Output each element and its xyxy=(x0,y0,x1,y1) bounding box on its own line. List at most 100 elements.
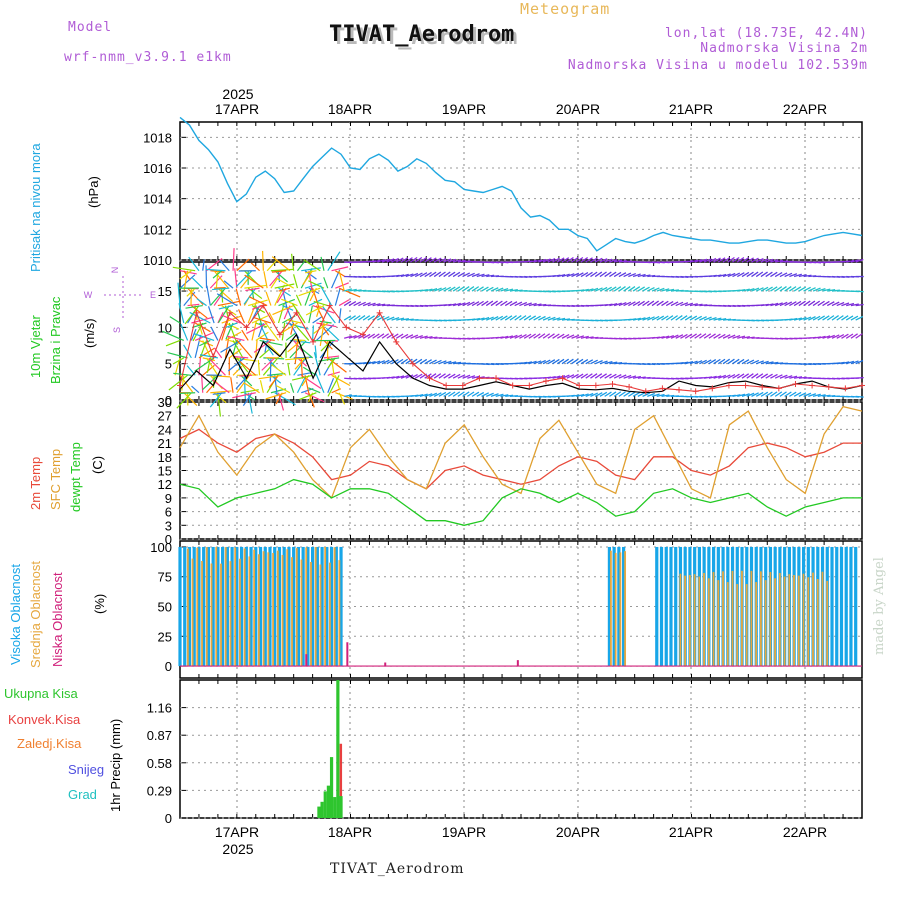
bottom-date-label: 17APR xyxy=(215,824,259,840)
cloud-mid-bar xyxy=(774,578,776,667)
wind-barb xyxy=(576,393,585,397)
wind-barb xyxy=(590,287,599,292)
wind-barb xyxy=(528,315,537,321)
wind-barb xyxy=(609,302,618,307)
wind-barb xyxy=(172,357,185,365)
wind-barb xyxy=(609,373,617,379)
cloud-mid-bar xyxy=(281,554,284,667)
wind-barb xyxy=(344,288,353,292)
wind-barb xyxy=(571,256,579,263)
wind-barb xyxy=(179,392,196,394)
wind-barb xyxy=(376,333,385,339)
wind-barb xyxy=(320,256,325,271)
wind-barb xyxy=(210,287,226,306)
wind-barb xyxy=(556,257,565,263)
wind-barb xyxy=(736,272,745,278)
wind-barb xyxy=(471,286,480,292)
wind-barb xyxy=(400,333,409,339)
wind-barb xyxy=(741,335,750,339)
wind-barb xyxy=(718,374,727,379)
svg-text:E: E xyxy=(150,290,156,300)
wind-barb xyxy=(542,333,551,339)
precip-conv-bar xyxy=(339,743,343,818)
wind-barb xyxy=(243,382,260,394)
wind-barb xyxy=(433,359,442,365)
wind-barb xyxy=(533,315,541,321)
wind-barb xyxy=(590,257,598,263)
wind-barb xyxy=(405,273,414,278)
wind-barb xyxy=(225,331,242,341)
wind-barb xyxy=(675,301,684,307)
wind-barb xyxy=(656,287,665,292)
wind-barb xyxy=(268,312,276,324)
cloud-high-bar xyxy=(187,546,192,667)
wind-barb xyxy=(703,333,712,339)
wind-barb xyxy=(424,271,432,278)
wind-barb xyxy=(476,286,484,292)
wind-barb xyxy=(547,316,556,321)
wind-barb xyxy=(271,256,291,272)
wind-barb xyxy=(760,271,768,278)
wind-barb xyxy=(680,361,689,365)
wind-barb xyxy=(580,393,589,397)
wind-barb xyxy=(448,303,457,307)
wind-barb xyxy=(241,329,249,341)
wind-barb xyxy=(272,305,294,316)
wind-barb xyxy=(528,360,537,365)
wind-barb xyxy=(500,394,509,398)
wind-barb xyxy=(594,373,603,379)
wind-barb xyxy=(556,333,565,339)
wind-barb xyxy=(836,333,845,339)
wind-barb xyxy=(213,270,229,289)
wind-barb xyxy=(405,358,413,365)
wind-barb xyxy=(304,392,325,403)
wind-barb xyxy=(318,357,340,362)
wind-barb xyxy=(381,333,390,339)
cloud-mid-bar xyxy=(338,560,341,667)
wind-barb xyxy=(599,360,608,365)
wind-barb xyxy=(312,287,320,308)
precip-total-bar xyxy=(323,791,327,818)
wind-barb xyxy=(708,316,717,321)
wind-barb xyxy=(457,302,466,307)
wind-barb xyxy=(500,335,509,339)
wind-barb xyxy=(443,286,452,292)
wind-barb xyxy=(240,374,253,387)
wind-barb xyxy=(774,374,783,379)
wind-barb xyxy=(519,301,528,307)
wind-barb xyxy=(746,271,754,278)
wind-barb xyxy=(221,317,230,341)
wind-barb xyxy=(736,373,745,379)
cloud-high-bar xyxy=(849,546,853,667)
wind-barb xyxy=(755,287,764,292)
wind-barb xyxy=(232,392,256,399)
wind-barb xyxy=(594,287,603,292)
wind-barb xyxy=(846,302,855,307)
wind-barb xyxy=(457,259,466,263)
wind-barb xyxy=(537,333,546,339)
wind-barb xyxy=(741,393,750,397)
wind-barb xyxy=(576,335,585,339)
wind-barb xyxy=(362,302,371,307)
wind-barb xyxy=(774,391,783,397)
wind-barb xyxy=(312,325,314,341)
wind-barb xyxy=(585,336,594,339)
cloud-mid-bar xyxy=(614,552,617,667)
wind-barb xyxy=(448,258,457,263)
wind-barb xyxy=(637,317,646,321)
wind-barb xyxy=(836,315,844,321)
wind-barb xyxy=(632,300,641,307)
wind-barb xyxy=(770,361,779,365)
wind-barb xyxy=(732,334,741,339)
wind-barb xyxy=(779,301,788,307)
wind-barb xyxy=(547,258,556,263)
wind-barb xyxy=(727,272,736,278)
wind-barb xyxy=(798,286,807,292)
wind-barb xyxy=(327,251,341,272)
wind-barb xyxy=(613,302,622,307)
wind-barb xyxy=(580,288,589,292)
cloud-mid-bar xyxy=(624,551,627,667)
wind-barb xyxy=(400,273,409,278)
wind-barb xyxy=(594,271,603,278)
ytick-label-cloud: 50 xyxy=(158,600,172,615)
